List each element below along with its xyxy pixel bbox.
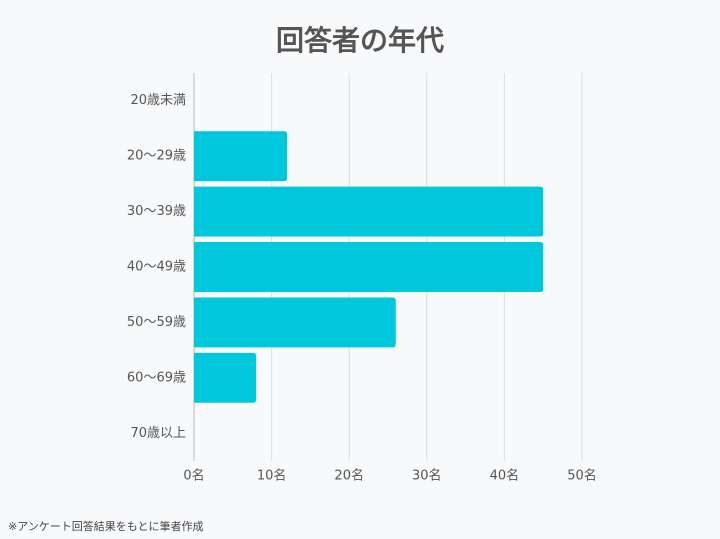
chart-title: 回答者の年代 xyxy=(276,24,444,57)
y-tick-label: 20歳未満 xyxy=(130,93,186,108)
y-tick-label: 20〜29歳 xyxy=(127,149,186,164)
bar xyxy=(194,242,544,292)
x-tick-label: 50名 xyxy=(567,468,597,484)
y-tick-label: 70歳以上 xyxy=(130,426,186,441)
bar xyxy=(194,297,396,348)
y-tick-label: 60〜69歳 xyxy=(127,370,186,385)
y-tick-label: 50〜59歳 xyxy=(127,315,186,330)
x-tick-label: 40名 xyxy=(490,468,520,484)
bar xyxy=(194,352,257,403)
x-tick-label: 30名 xyxy=(412,468,442,484)
x-tick-label: 0名 xyxy=(183,468,204,484)
bar xyxy=(194,186,544,237)
x-tick-label: 10名 xyxy=(257,468,287,484)
footnote: ※アンケート回答結果をもとに筆者作成 xyxy=(8,519,204,533)
y-tick-label: 40〜49歳 xyxy=(127,260,186,275)
y-tick-label: 30〜39歳 xyxy=(127,204,186,219)
x-tick-label: 20名 xyxy=(334,468,364,484)
bar xyxy=(194,131,288,182)
